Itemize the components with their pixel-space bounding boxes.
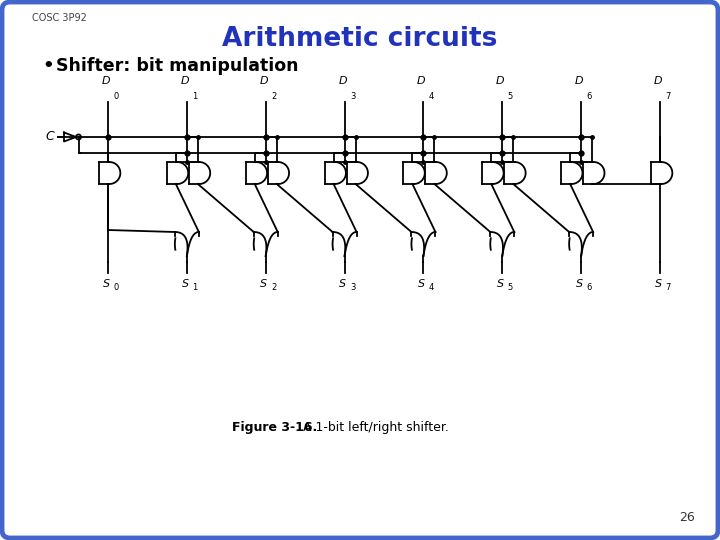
Text: $S$: $S$ xyxy=(417,277,426,289)
Text: $1$: $1$ xyxy=(192,281,199,292)
Text: $3$: $3$ xyxy=(350,281,356,292)
Text: $2$: $2$ xyxy=(271,90,277,101)
Text: $6$: $6$ xyxy=(586,90,593,101)
Text: 26: 26 xyxy=(679,511,695,524)
Text: $2$: $2$ xyxy=(271,281,277,292)
Text: $D$: $D$ xyxy=(416,74,426,86)
Text: $4$: $4$ xyxy=(428,90,435,101)
Text: $D$: $D$ xyxy=(653,74,663,86)
Text: $0$: $0$ xyxy=(113,90,120,101)
Text: $S$: $S$ xyxy=(575,277,583,289)
Text: COSC 3P92: COSC 3P92 xyxy=(32,13,87,23)
Text: $D$: $D$ xyxy=(338,74,348,86)
Text: $S$: $S$ xyxy=(338,277,347,289)
Text: $C$: $C$ xyxy=(45,130,56,143)
Text: Shifter: bit manipulation: Shifter: bit manipulation xyxy=(56,57,299,75)
Text: $1$: $1$ xyxy=(192,90,199,101)
Text: Arithmetic circuits: Arithmetic circuits xyxy=(222,26,498,52)
Text: $D$: $D$ xyxy=(101,74,111,86)
Text: $7$: $7$ xyxy=(665,90,672,101)
Text: $S$: $S$ xyxy=(654,277,662,289)
Text: $4$: $4$ xyxy=(428,281,435,292)
Text: $D$: $D$ xyxy=(574,74,584,86)
Text: $5$: $5$ xyxy=(508,90,514,101)
Text: •: • xyxy=(42,57,53,75)
Text: $7$: $7$ xyxy=(665,281,672,292)
Text: $3$: $3$ xyxy=(350,90,356,101)
Text: $5$: $5$ xyxy=(508,281,514,292)
Text: $D$: $D$ xyxy=(258,74,269,86)
Text: Figure 3-16.: Figure 3-16. xyxy=(232,421,318,434)
Text: $D$: $D$ xyxy=(495,74,505,86)
Text: $S$: $S$ xyxy=(496,277,505,289)
Text: $S$: $S$ xyxy=(259,277,268,289)
Text: $D$: $D$ xyxy=(180,74,190,86)
Text: $0$: $0$ xyxy=(113,281,120,292)
Text: A 1-bit left/right shifter.: A 1-bit left/right shifter. xyxy=(295,421,449,434)
Text: $S$: $S$ xyxy=(181,277,189,289)
Text: $S$: $S$ xyxy=(102,277,110,289)
Text: $6$: $6$ xyxy=(586,281,593,292)
